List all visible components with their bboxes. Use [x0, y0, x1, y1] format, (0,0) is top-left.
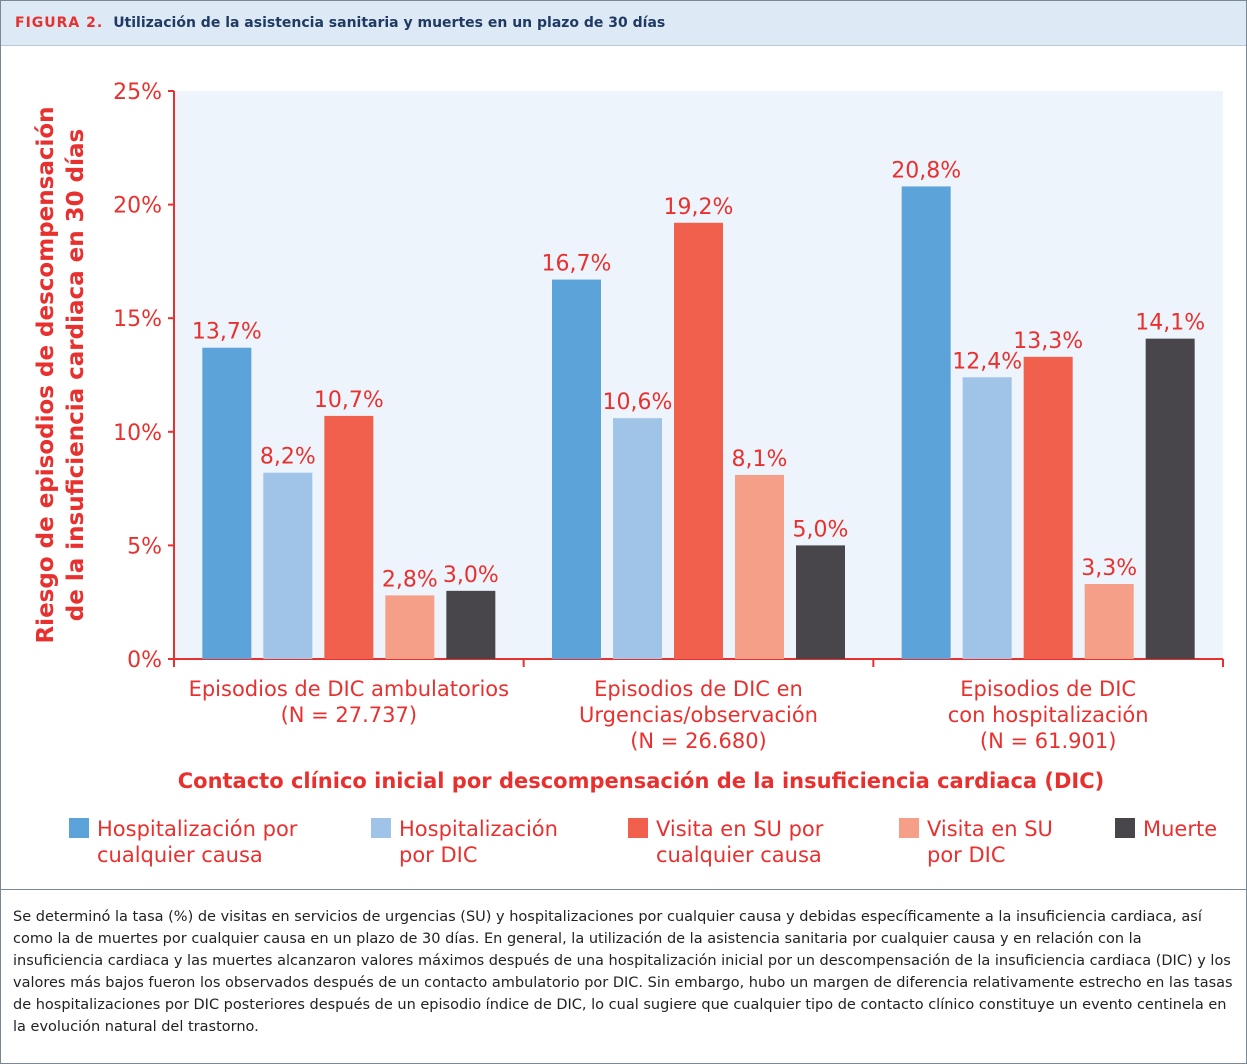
- figure-label: FIGURA 2.: [15, 15, 104, 31]
- y-tick-label: 10%: [113, 421, 162, 446]
- y-tick-label: 25%: [113, 80, 162, 105]
- legend-label: Muerte: [1143, 817, 1217, 841]
- value-label: 19,2%: [664, 195, 734, 220]
- value-label: 8,2%: [260, 445, 316, 470]
- value-label: 16,7%: [542, 252, 612, 277]
- bar: [962, 377, 1012, 659]
- value-label: 8,1%: [732, 447, 788, 472]
- bar: [446, 590, 496, 659]
- legend-swatch: [69, 818, 89, 838]
- y-tick-label: 20%: [113, 194, 162, 219]
- legend-swatch: [1115, 818, 1135, 838]
- value-label: 12,4%: [952, 349, 1022, 374]
- legend-swatch: [628, 818, 648, 838]
- legend-label: Hospitalización por DIC: [399, 817, 558, 867]
- value-label: 3,0%: [443, 563, 499, 588]
- y-tick-label: 5%: [127, 534, 162, 559]
- bar: [1084, 584, 1134, 659]
- legend-label: Visita en SU por DIC: [927, 817, 1053, 867]
- bar: [901, 186, 951, 659]
- legend-swatch: [899, 818, 919, 838]
- chart: 0% 5% 10% 15% 20% 25% Episodios de DIC ambulat…: [33, 80, 1224, 867]
- legend-label: Hospitalización por cualquier causa: [97, 817, 298, 867]
- bar: [674, 222, 723, 659]
- caption: Se determinó la tasa (%) de visitas en s…: [1, 889, 1246, 1054]
- y-tick-label: 0%: [127, 648, 162, 673]
- x-tick-label: Episodios de DIC en Urgencias/observación…: [579, 677, 818, 753]
- value-label: 14,1%: [1135, 311, 1205, 336]
- value-label: 20,8%: [891, 158, 961, 183]
- value-label: 10,7%: [314, 388, 384, 413]
- y-axis-title: Riesgo de episodios de descompensación de…: [33, 106, 89, 643]
- figure-header: FIGURA 2. Utilización de la asistencia sa…: [1, 1, 1246, 46]
- value-label: 13,7%: [192, 320, 262, 345]
- bar: [202, 347, 252, 659]
- bar: [735, 474, 784, 659]
- value-label: 10,6%: [603, 390, 673, 415]
- x-tick-label: Episodios de DIC con hospitalización (N = …: [948, 677, 1149, 753]
- bar: [385, 595, 435, 659]
- value-label: 13,3%: [1013, 329, 1083, 354]
- bar: [796, 545, 845, 659]
- legend-swatch: [371, 818, 391, 838]
- bar: [324, 415, 374, 659]
- x-tick-label: Episodios de DIC ambulatorios (N = 27.737…: [189, 677, 510, 727]
- y-tick-label: 15%: [113, 307, 162, 332]
- bar: [552, 279, 601, 659]
- bar: [263, 472, 313, 659]
- bar: [613, 418, 662, 659]
- x-axis-title: Contacto clínico inicial por descompensa…: [178, 769, 1105, 793]
- bar: [1145, 338, 1195, 659]
- value-label: 5,0%: [793, 517, 849, 542]
- value-label: 2,8%: [382, 567, 438, 592]
- figure-title: Utilización de la asistencia sanitaria y…: [113, 15, 666, 31]
- value-label: 3,3%: [1081, 556, 1137, 581]
- legend-label: Visita en SU por cualquier causa: [656, 817, 824, 867]
- bar: [1023, 356, 1073, 659]
